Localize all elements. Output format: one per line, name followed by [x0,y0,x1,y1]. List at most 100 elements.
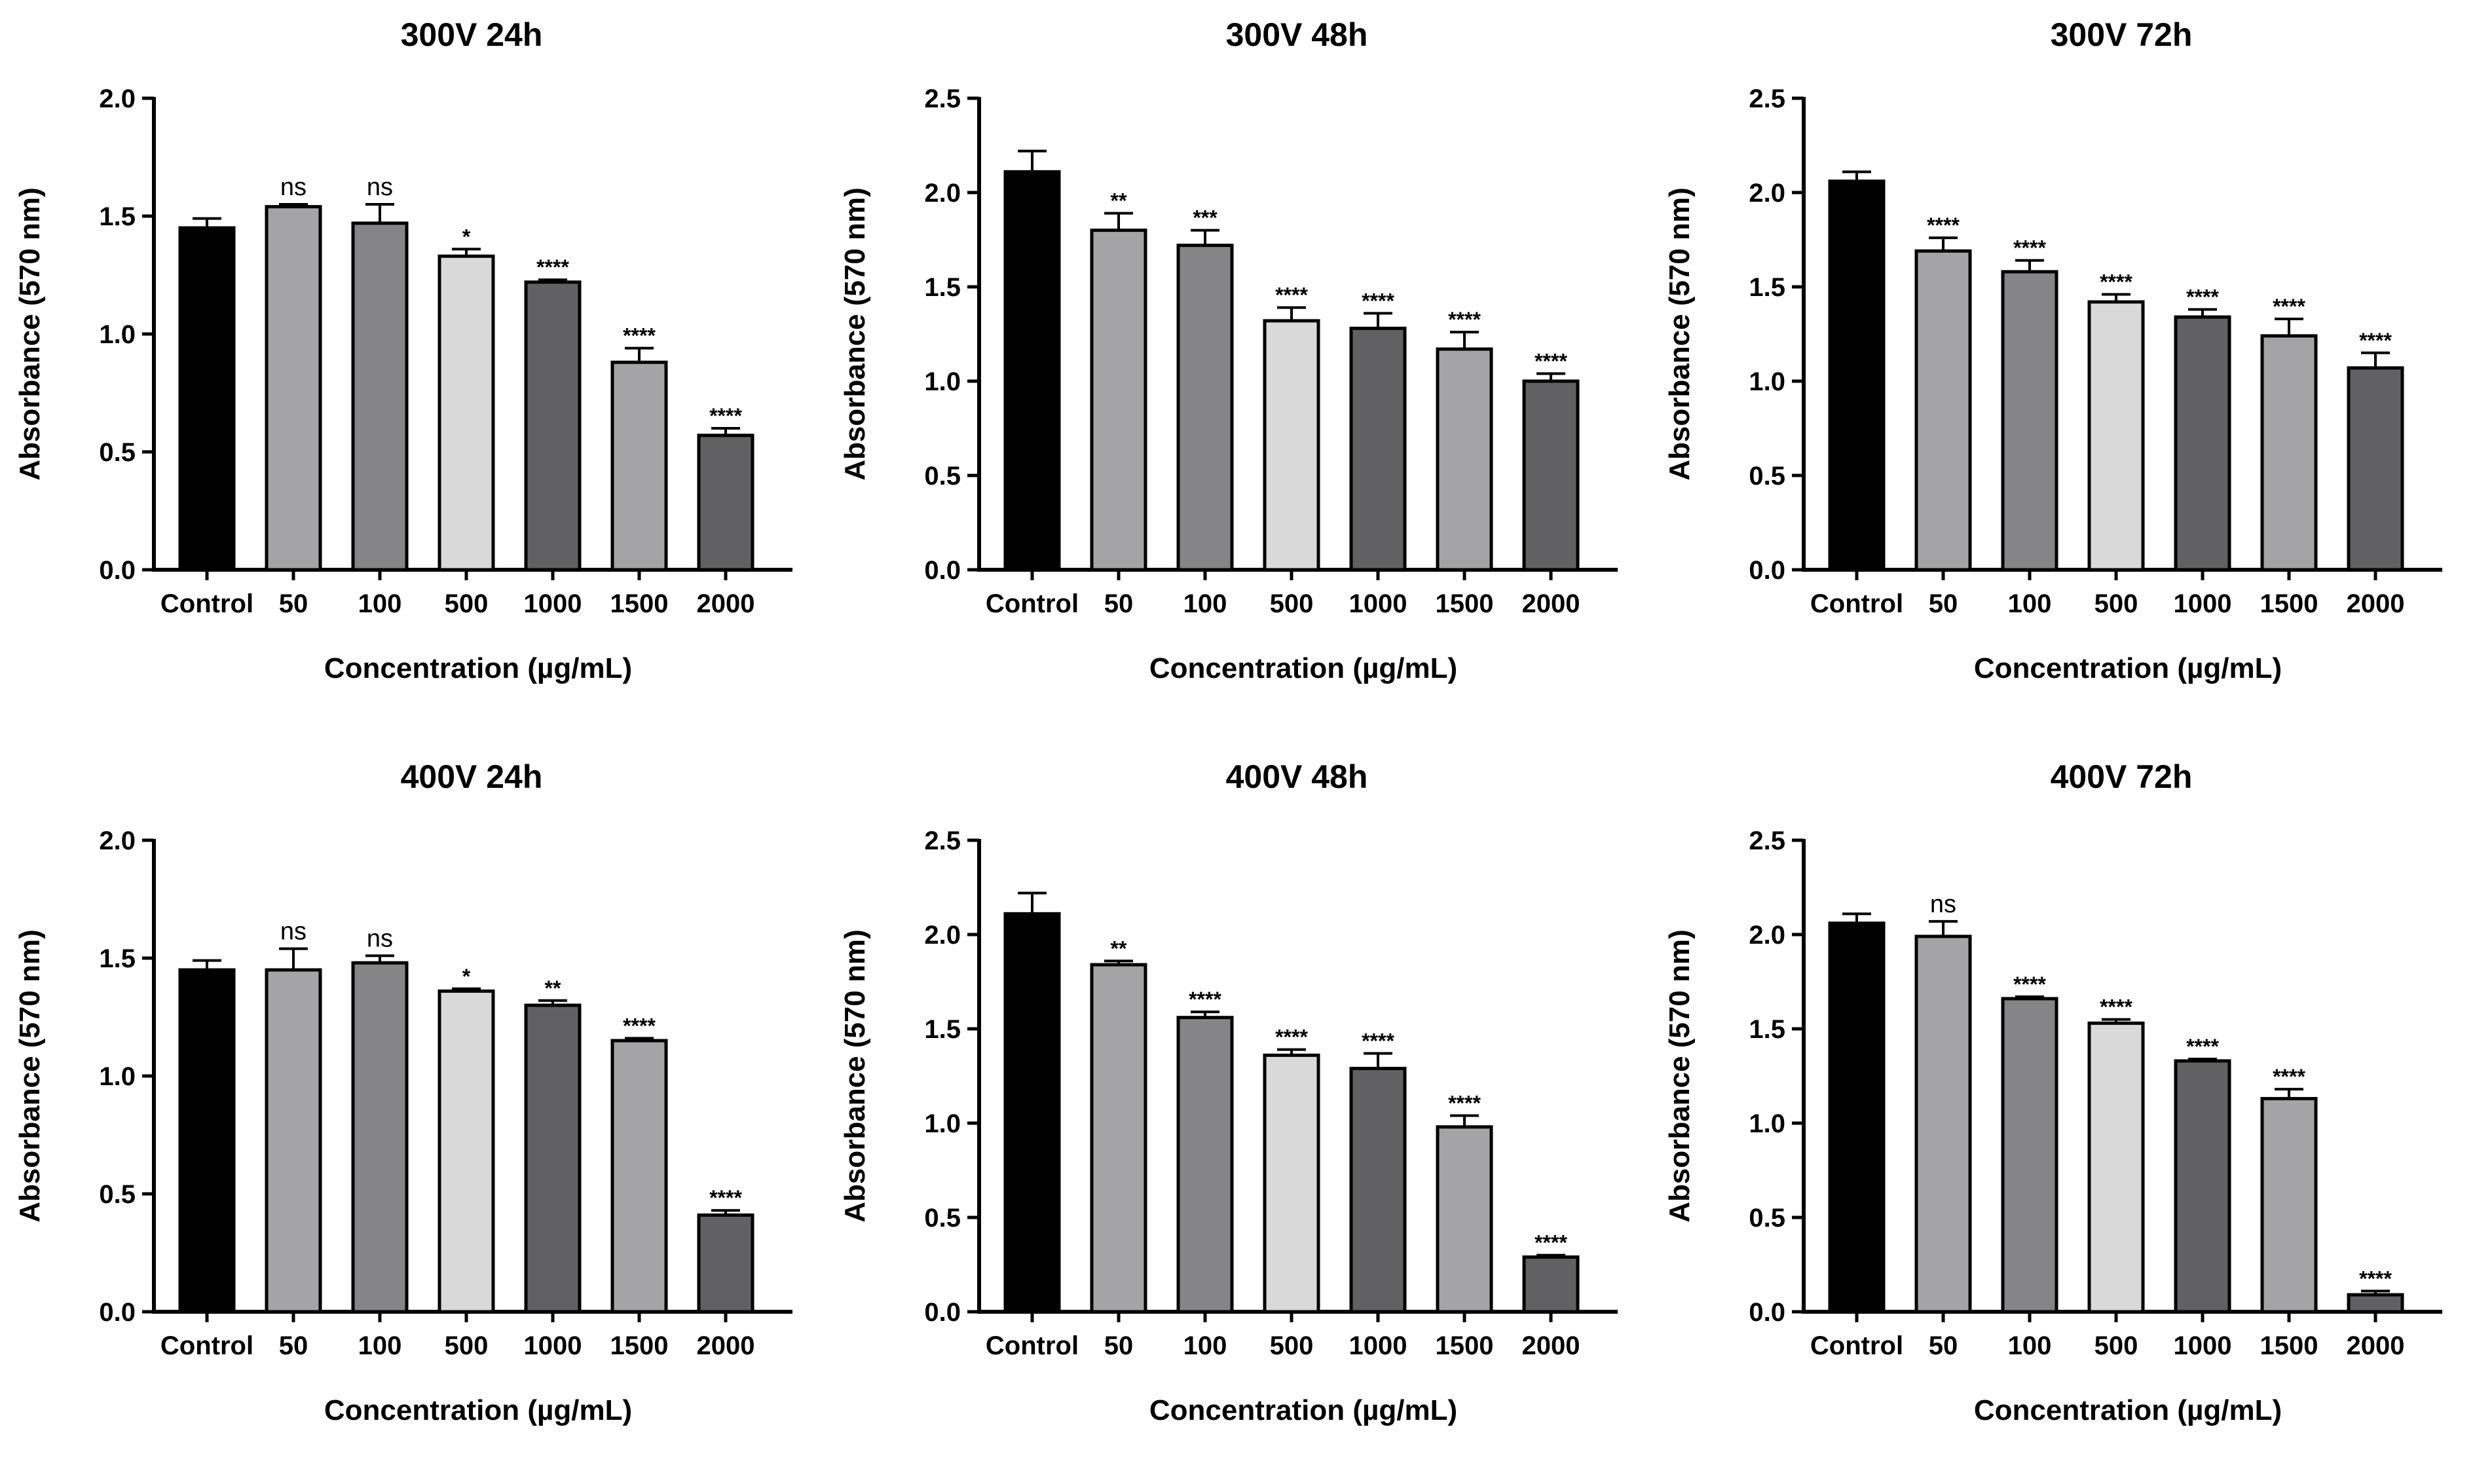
y-tick-label: 0.5 [99,438,136,467]
x-tick-label: 1000 [1349,589,1407,618]
chart-svg: 300V 48h 0.0 0.5 1.0 1.5 2.0 2.5 Control ** 50 ***… [839,16,1618,684]
x-tick-label: 1500 [610,589,669,618]
x-tick-label: 2000 [697,1331,755,1360]
bar [1349,1066,1407,1314]
y-tick-label: 0.0 [99,556,136,585]
x-tick-label: Control [986,589,1079,618]
x-tick-label: 500 [1270,589,1314,618]
significance-label: **** [1927,213,1960,237]
y-tick-label: 1.0 [1749,1109,1785,1138]
significance-label: ns [367,174,393,201]
bar [2174,315,2231,572]
x-tick-label: 50 [1104,589,1134,618]
y-tick-label: 1.0 [99,1062,136,1091]
significance-label: **** [536,255,569,279]
x-tick-label: 1000 [1349,1331,1407,1360]
significance-label: ns [367,925,393,952]
significance-label: ** [545,976,561,1000]
y-tick-label: 2.0 [99,84,136,113]
significance-label: **** [1535,1231,1567,1255]
bar [610,360,668,572]
x-tick-label: 100 [358,589,402,618]
y-tick-label: 1.0 [99,320,136,349]
x-tick-label: 50 [279,1331,308,1360]
bar [2347,366,2404,572]
bar [1914,935,1972,1314]
bar [524,1003,582,1314]
x-tick-label: 2000 [2347,1331,2405,1360]
y-tick-label: 1.5 [1749,1015,1785,1044]
y-tick-label: 1.5 [99,944,136,973]
x-tick-label: 500 [445,1331,489,1360]
significance-label: **** [709,1186,742,1210]
y-tick-label: 1.5 [924,273,961,302]
bar [2001,997,2058,1314]
chart-300v-24h: 300V 24h 0.0 0.5 1.0 1.5 2.0 Control ns 50 ns 100 *… [0,0,825,742]
significance-label: **** [2273,295,2305,318]
significance-label: *** [1193,206,1218,230]
y-tick-label: 1.5 [99,202,136,231]
chart-title: 400V 48h [1226,758,1368,795]
x-tick-label: 1500 [610,1331,669,1360]
x-tick-label: Control [1810,589,1903,618]
x-tick-label: Control [986,1331,1079,1360]
significance-label: **** [1362,1029,1394,1052]
significance-label: **** [2359,1267,2392,1290]
x-tick-label: 2000 [697,589,755,618]
x-axis-title: Concentration (µg/mL) [1974,1394,2282,1426]
chart-svg: 300V 72h 0.0 0.5 1.0 1.5 2.0 2.5 Control **** 50 *… [1664,16,2442,684]
x-tick-label: 50 [279,589,308,618]
y-tick-label: 1.0 [924,367,961,396]
x-tick-label: 100 [2008,589,2052,618]
x-tick-label: 50 [1929,1331,1958,1360]
x-tick-label: Control [160,589,253,618]
significance-label: * [462,965,471,988]
significance-label: **** [2100,995,2132,1019]
y-tick-label: 0.5 [1749,1204,1785,1233]
y-tick-label: 1.5 [1749,273,1785,302]
significance-label: **** [1362,289,1394,312]
y-tick-label: 0.0 [1749,556,1785,585]
significance-label: **** [1448,308,1481,331]
significance-label: ns [280,918,307,946]
x-tick-label: 50 [1104,1331,1134,1360]
chart-svg: 400V 72h 0.0 0.5 1.0 1.5 2.0 2.5 Control ns 50 ***… [1664,758,2442,1426]
y-axis-title: Absorbance (570 nm) [14,187,46,480]
y-tick-label: 2.5 [924,84,961,113]
significance-label: * [462,225,471,248]
x-tick-label: 2000 [1522,1331,1580,1360]
x-tick-label: 1000 [524,589,582,618]
significance-label: **** [709,404,742,428]
bar [351,221,409,572]
x-tick-label: 2000 [2347,589,2405,618]
chart-title: 300V 72h [2051,16,2193,53]
bar [1349,326,1407,572]
chart-400v-72h: 400V 72h 0.0 0.5 1.0 1.5 2.0 2.5 Control ns 50 ***… [1650,742,2475,1484]
x-tick-label: 500 [2094,1331,2138,1360]
bar [351,961,409,1314]
x-axis-title: Concentration (µg/mL) [1149,652,1457,684]
significance-label: **** [2273,1065,2305,1088]
bar [2174,1059,2231,1314]
bar [178,968,236,1314]
bar [437,989,495,1314]
x-axis-title: Concentration (µg/mL) [1974,652,2282,684]
y-tick-label: 0.0 [99,1298,136,1327]
x-tick-label: 1000 [2174,589,2232,618]
chart-svg: 400V 48h 0.0 0.5 1.0 1.5 2.0 2.5 Control ** 50 ***… [839,758,1618,1426]
y-tick-label: 1.5 [924,1015,961,1044]
y-tick-label: 0.0 [1749,1298,1785,1327]
chart-400v-48h: 400V 48h 0.0 0.5 1.0 1.5 2.0 2.5 Control ** 50 ***… [825,742,1650,1484]
significance-label: **** [2013,973,2046,996]
significance-label: **** [1535,349,1567,373]
bar [1828,921,1886,1314]
significance-label: **** [2186,286,2219,309]
chart-title: 300V 48h [1226,16,1368,53]
y-tick-label: 2.0 [99,826,136,855]
bar [1436,347,1493,572]
x-tick-label: 1500 [1436,1331,1494,1360]
bar [2347,1293,2404,1314]
y-tick-label: 2.0 [1749,179,1785,208]
x-tick-label: 100 [2008,1331,2052,1360]
